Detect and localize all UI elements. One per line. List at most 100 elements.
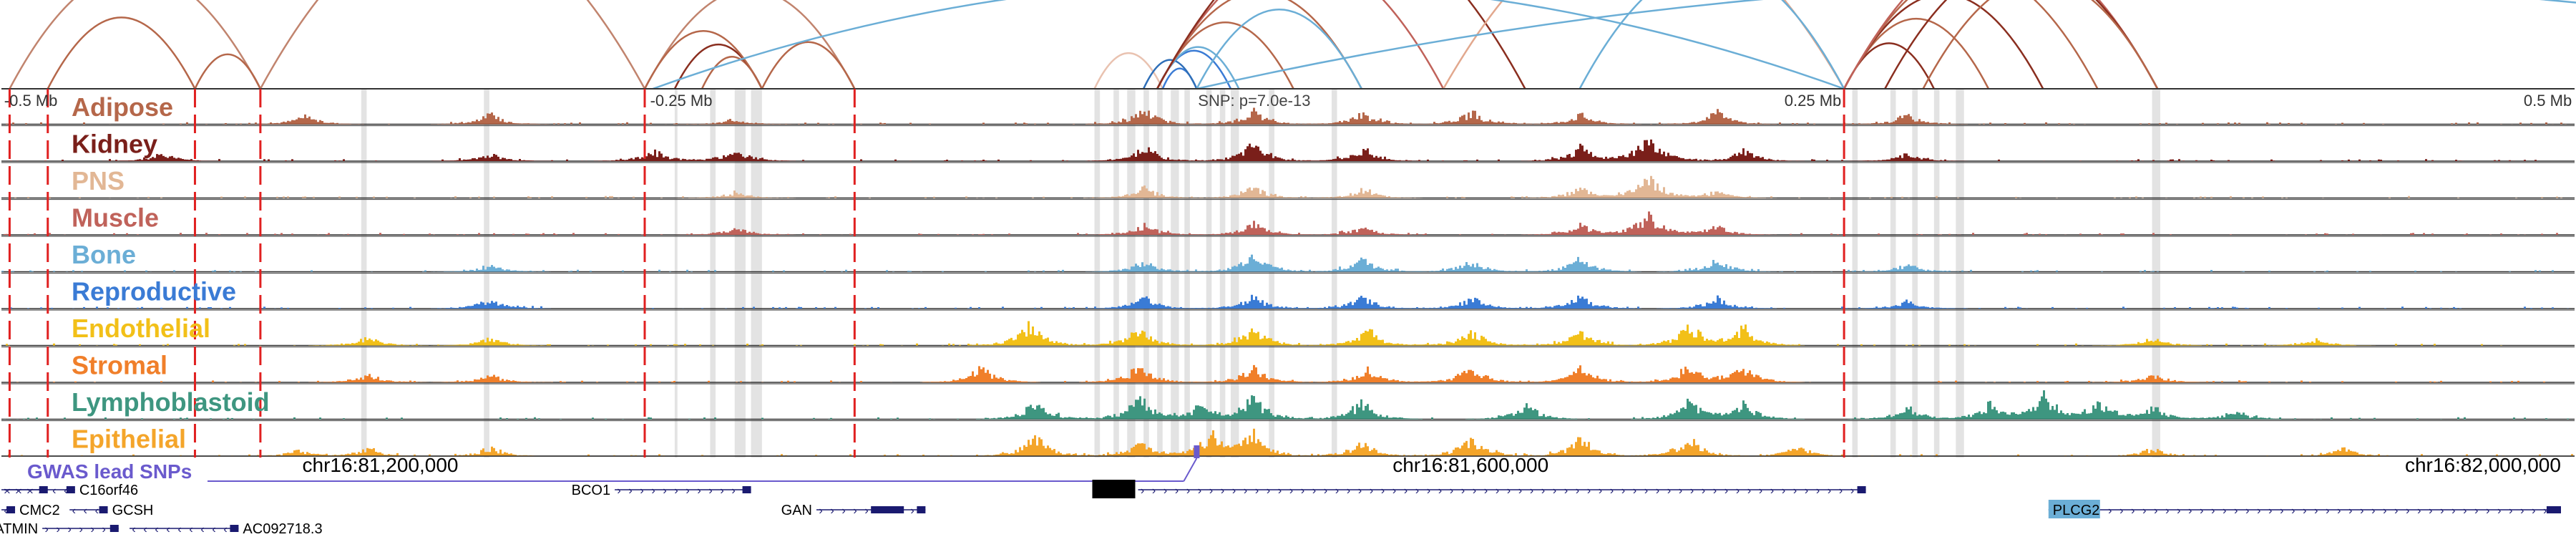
gene-label-gan: GAN <box>781 503 812 518</box>
strand-chevron: › <box>1473 485 1476 497</box>
chromatin-loop <box>47 16 196 90</box>
track-label-stromal: Stromal <box>72 351 167 380</box>
strand-chevron: › <box>102 523 105 536</box>
strand-chevron: › <box>1324 485 1327 497</box>
gene-exon <box>230 525 239 532</box>
strand-chevron: › <box>617 485 620 497</box>
strand-chevron: › <box>1232 485 1236 497</box>
chromatin-loop <box>761 41 856 90</box>
strand-chevron: › <box>1438 485 1442 497</box>
gene-label-ac092718.3: AC092718.3 <box>243 521 322 537</box>
strand-chevron: ‹ <box>4 505 7 517</box>
chromatin-loop <box>1156 0 1526 90</box>
strand-chevron: › <box>4 485 7 497</box>
strand-chevron: › <box>2257 505 2260 517</box>
strand-chevron: › <box>853 505 857 517</box>
strand-chevron: › <box>2383 505 2386 517</box>
distance-label: -0.5 Mb <box>4 92 58 110</box>
snp-pvalue-label: SNP: p=7.0e-13 <box>1198 92 1310 110</box>
strand-chevron: ‹ <box>95 505 99 517</box>
strand-chevron: › <box>1747 485 1751 497</box>
distance-label: -0.25 Mb <box>650 92 713 110</box>
strand-chevron: › <box>731 485 735 497</box>
axis-tick-label: chr16:82,000,000 <box>2405 454 2561 476</box>
strand-chevron: › <box>2291 505 2295 517</box>
distance-label: 0.5 Mb <box>2524 92 2572 110</box>
strand-chevron: › <box>1599 485 1602 497</box>
strand-chevron: › <box>2223 505 2226 517</box>
strand-chevron: › <box>2429 505 2432 517</box>
gene-exon <box>917 506 926 513</box>
strand-chevron: ‹ <box>52 485 56 497</box>
strand-chevron: › <box>1198 485 1201 497</box>
strand-chevron: › <box>2371 505 2375 517</box>
strand-chevron: › <box>1186 485 1190 497</box>
chromatin-loop <box>643 30 763 90</box>
strand-chevron: › <box>1244 485 1247 497</box>
strand-chevron: › <box>1530 485 1533 497</box>
chromatin-loop <box>1922 0 2159 90</box>
strand-chevron: › <box>26 485 30 497</box>
strand-chevron: › <box>2509 505 2512 517</box>
strand-chevron: › <box>1347 485 1350 497</box>
strand-chevron: › <box>1267 485 1270 497</box>
strand-chevron: › <box>1221 485 1224 497</box>
strand-chevron: › <box>1564 485 1568 497</box>
strand-chevron: › <box>1152 485 1156 497</box>
axis-tick-label: chr16:81,600,000 <box>1392 454 1548 476</box>
strand-chevron: › <box>1175 485 1179 497</box>
strand-chevron: › <box>910 505 914 517</box>
chromatin-loop <box>9 0 261 90</box>
strand-chevron: › <box>1679 485 1682 497</box>
strand-chevron: › <box>2188 505 2192 517</box>
strand-chevron: › <box>2440 505 2444 517</box>
chromatin-loop <box>1579 0 1845 90</box>
chromatin-loop <box>1196 9 1362 90</box>
strand-chevron: › <box>2451 505 2455 517</box>
red-dashed-boundaries <box>8 89 1845 458</box>
strand-chevron: › <box>686 485 689 497</box>
track-label-kidney: Kidney <box>72 130 157 159</box>
chromatin-loop <box>1443 0 1845 90</box>
strand-chevron: ‹ <box>223 523 227 536</box>
track-labels: Adipose Kidney PNS Muscle Bone Reproductive En… <box>72 92 270 454</box>
strand-chevron: › <box>1702 485 1705 497</box>
strand-chevron: › <box>79 523 82 536</box>
signal-lymphoblastoid <box>1 390 2575 420</box>
genomic-axis: -0.5 Mb -0.25 Mb SNP: p=7.0e-13 0.25 Mb 0.5 … <box>4 92 2572 476</box>
strand-chevron: › <box>15 485 19 497</box>
gene-exon <box>1857 486 1866 493</box>
strand-chevron: › <box>674 485 678 497</box>
strand-chevron: › <box>90 523 94 536</box>
strand-chevron: ‹ <box>84 505 87 517</box>
strand-chevron: › <box>1358 485 1362 497</box>
strand-chevron: › <box>1335 485 1339 497</box>
strand-chevron: › <box>1782 485 1785 497</box>
chromatin-loop <box>1093 52 1163 90</box>
strand-chevron: ‹ <box>41 485 44 497</box>
track-label-bone: Bone <box>72 240 136 269</box>
track-label-epithelial: Epithelial <box>72 425 186 454</box>
signal-kidney <box>1 139 2575 161</box>
track-label-adipose: Adipose <box>72 92 173 122</box>
strand-chevron: › <box>1793 485 1797 497</box>
strand-chevron: ‹ <box>177 523 181 536</box>
signal-pns <box>1 175 2575 198</box>
gene-exon <box>871 506 904 513</box>
strand-chevron: › <box>1289 485 1293 497</box>
strand-chevron: ‹ <box>212 523 215 536</box>
gene-label-atmin: ATMIN <box>0 521 38 537</box>
strand-chevron: › <box>720 485 723 497</box>
gene-exon <box>66 486 75 493</box>
strand-chevron: › <box>1301 485 1304 497</box>
track-label-reproductive: Reproductive <box>72 277 236 306</box>
strand-chevron: › <box>2108 505 2112 517</box>
strand-chevron: › <box>663 485 666 497</box>
track-label-pns: PNS <box>72 166 125 195</box>
gene-highlight-box <box>1092 480 1136 498</box>
gene-label-cmc2: CMC2 <box>19 503 60 518</box>
track-label-lymphoblastoid: Lymphoblastoid <box>72 387 270 417</box>
strand-chevron: › <box>2142 505 2146 517</box>
strand-chevron: › <box>1255 485 1259 497</box>
strand-chevron: › <box>1518 485 1522 497</box>
